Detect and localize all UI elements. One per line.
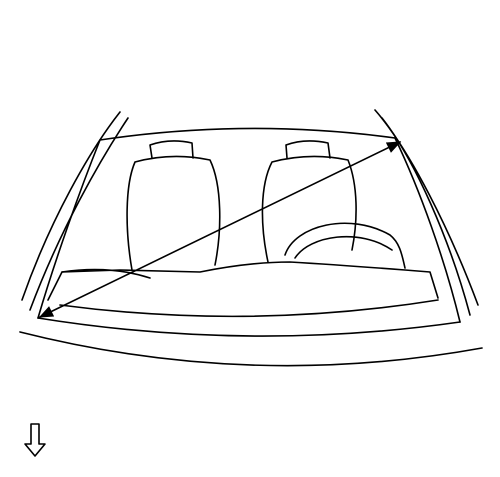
windshield-bottom xyxy=(37,317,461,337)
view-direction-arrow xyxy=(24,423,46,457)
right-headrest xyxy=(285,140,331,159)
windshield-top xyxy=(99,127,396,141)
diagonal-measurement-arrow xyxy=(38,141,402,318)
cowl-line xyxy=(19,331,483,367)
windshield-right xyxy=(394,137,461,323)
steering-wheel-inner xyxy=(294,235,393,259)
windshield-left xyxy=(37,139,101,319)
right-pillar-inner xyxy=(381,117,471,316)
dashboard-top xyxy=(47,261,439,301)
left-headrest xyxy=(149,140,194,159)
steering-wheel xyxy=(284,222,406,269)
right-pillar-outer xyxy=(374,109,479,306)
dashboard-edge xyxy=(59,299,439,318)
